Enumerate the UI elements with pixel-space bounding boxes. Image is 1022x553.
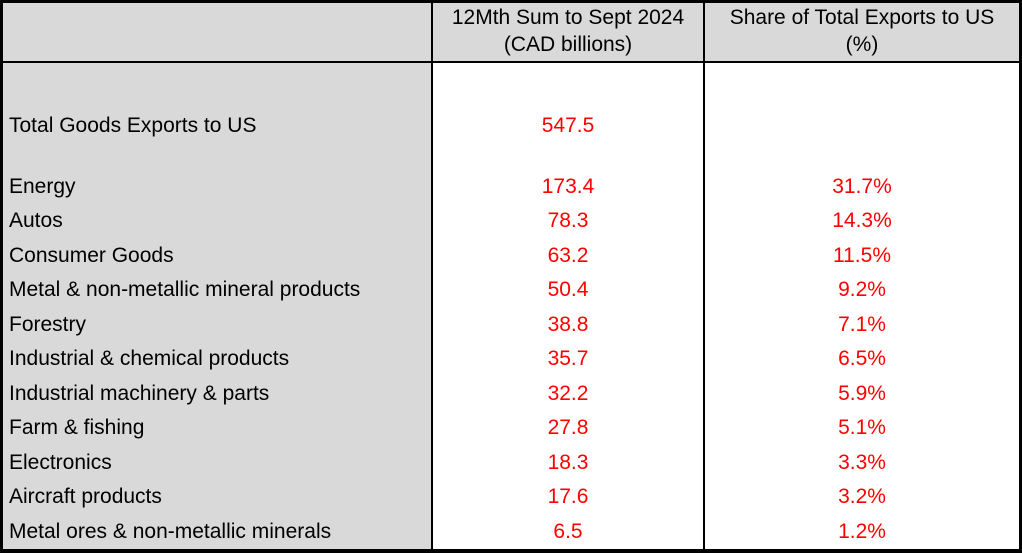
row-label: Farm & fishing bbox=[3, 411, 433, 446]
value-cell: 173.4 bbox=[433, 169, 705, 204]
header-col-category bbox=[3, 3, 433, 61]
table-row: Autos 78.3 14.3% bbox=[3, 204, 1019, 239]
share-cell: 9.2% bbox=[838, 278, 886, 302]
value-cell: 78.3 bbox=[433, 204, 705, 239]
value-cell: 18.3 bbox=[433, 445, 705, 480]
row-label: Industrial & chemical products bbox=[3, 342, 433, 377]
row-label: Energy bbox=[3, 169, 433, 204]
header-col-sum: 12Mth Sum to Sept 2024 (CAD billions) bbox=[433, 3, 705, 61]
row-label: Industrial machinery & parts bbox=[3, 376, 433, 411]
value-cell: 547.5 bbox=[433, 109, 705, 144]
row-label: Aircraft products bbox=[3, 480, 433, 515]
table-row: Industrial & chemical products 35.7 6.5% bbox=[3, 342, 1019, 377]
row-label: Electronics bbox=[3, 445, 433, 480]
row-label: Autos bbox=[3, 204, 433, 239]
table-row: Metal & non-metallic mineral products 50… bbox=[3, 273, 1019, 308]
value-cell: 27.8 bbox=[433, 411, 705, 446]
share-cell: 14.3% bbox=[832, 209, 892, 233]
header-sum-line1: 12Mth Sum to Sept 2024 bbox=[451, 6, 685, 30]
row-label: Metal & non-metallic mineral products bbox=[3, 273, 433, 308]
share-cell: 5.1% bbox=[838, 416, 886, 440]
table-row: Aircraft products 17.6 3.2% bbox=[3, 480, 1019, 515]
table-row: Metal ores & non-metallic minerals 6.5 1… bbox=[3, 514, 1019, 549]
value-cell: 38.8 bbox=[433, 307, 705, 342]
header-sum-line2: (CAD billions) bbox=[503, 33, 633, 56]
table-row: Farm & fishing 27.8 5.1% bbox=[3, 411, 1019, 446]
spacer-row bbox=[3, 63, 1019, 109]
spacer-row bbox=[3, 143, 1019, 170]
row-label: Consumer Goods bbox=[3, 238, 433, 273]
value-cell: 35.7 bbox=[433, 342, 705, 377]
share-cell: 6.5% bbox=[838, 347, 886, 371]
value-cell: 50.4 bbox=[433, 273, 705, 308]
share-cell: 11.5% bbox=[833, 243, 891, 267]
share-cell: 3.2% bbox=[838, 485, 886, 509]
value-cell: 6.5 bbox=[433, 514, 705, 549]
share-cell: 5.9% bbox=[838, 381, 886, 405]
table-row: Energy 173.4 31.7% bbox=[3, 169, 1019, 204]
header-share-line1: Share of Total Exports to US bbox=[729, 6, 995, 30]
header-col-share: Share of Total Exports to US (%) bbox=[705, 3, 1019, 61]
row-label: Total Goods Exports to US bbox=[3, 109, 433, 144]
table-row: Electronics 18.3 3.3% bbox=[3, 445, 1019, 480]
table-row: Forestry 38.8 7.1% bbox=[3, 307, 1019, 342]
value-cell: 32.2 bbox=[433, 376, 705, 411]
table-row: Industrial machinery & parts 32.2 5.9% bbox=[3, 376, 1019, 411]
share-cell: 1.2% bbox=[838, 519, 886, 543]
value-cell: 17.6 bbox=[433, 480, 705, 515]
table-row-total: Total Goods Exports to US 547.5 bbox=[3, 109, 1019, 144]
header-share-line2: (%) bbox=[845, 33, 879, 56]
share-cell bbox=[705, 109, 1019, 144]
row-label: Metal ores & non-metallic minerals bbox=[3, 514, 433, 549]
table-row: Consumer Goods 63.2 11.5% bbox=[3, 238, 1019, 273]
row-label: Forestry bbox=[3, 307, 433, 342]
value-cell: 63.2 bbox=[433, 238, 705, 273]
share-cell: 7.1% bbox=[838, 312, 886, 336]
header-row: 12Mth Sum to Sept 2024 (CAD billions) Sh… bbox=[3, 3, 1019, 63]
share-cell: 31.7% bbox=[832, 174, 892, 198]
share-cell: 3.3% bbox=[838, 450, 886, 474]
